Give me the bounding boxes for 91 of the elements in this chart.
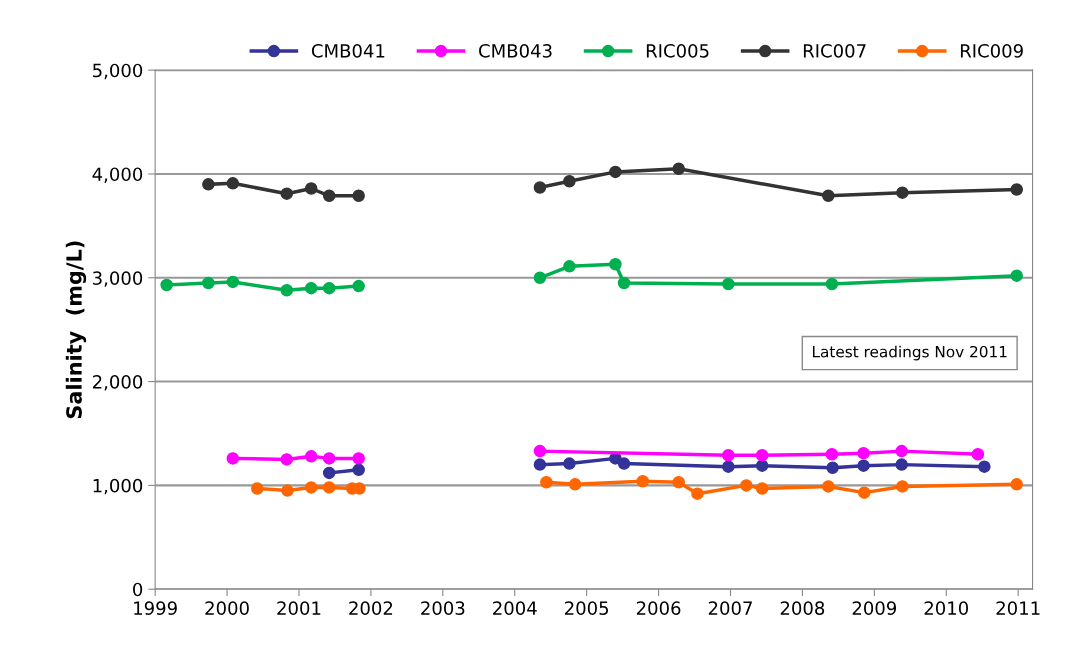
- x-tick-label: 2011: [996, 601, 1040, 615]
- point: [858, 486, 871, 499]
- point: [568, 478, 582, 491]
- y-tick-label: 5,000: [93, 63, 143, 80]
- point: [352, 452, 365, 465]
- point: [1010, 269, 1023, 282]
- point: [533, 271, 547, 285]
- point: [563, 174, 576, 188]
- point: [722, 277, 735, 291]
- y-tick-label: 1,000: [93, 478, 143, 495]
- point: [352, 189, 365, 203]
- legend-label: CMB043: [479, 43, 552, 58]
- point: [563, 260, 576, 273]
- point: [202, 178, 215, 191]
- point: [971, 447, 985, 461]
- point: [978, 460, 991, 473]
- point: [322, 281, 336, 295]
- x-tick-label: 1999: [134, 601, 177, 615]
- point: [895, 444, 908, 458]
- x-tick-label: 2007: [708, 601, 752, 615]
- y-tick-label: 3,000: [93, 271, 143, 287]
- x-tick-label: 2006: [636, 601, 681, 615]
- point: [755, 482, 769, 495]
- point: [636, 474, 650, 488]
- point: [609, 258, 622, 271]
- y-tick-label: 4,000: [92, 167, 143, 183]
- legend-label: CMB041: [311, 43, 385, 58]
- point: [160, 278, 173, 292]
- point: [825, 277, 839, 291]
- point: [895, 458, 908, 471]
- legend-label: RIC007: [803, 43, 866, 58]
- point: [617, 457, 631, 470]
- point: [1010, 478, 1023, 491]
- point: [755, 449, 769, 462]
- x-tick-label: 2003: [421, 601, 465, 615]
- point: [896, 186, 909, 199]
- y-tick-label: 2,000: [92, 375, 143, 391]
- x-tick-label: 2008: [780, 601, 825, 615]
- point: [857, 459, 870, 472]
- point: [672, 162, 685, 176]
- point: [1010, 183, 1023, 196]
- legend-label: RIC009: [960, 43, 1023, 58]
- point: [822, 480, 835, 493]
- point: [322, 189, 336, 203]
- point: [251, 482, 264, 495]
- point: [322, 452, 336, 465]
- point: [352, 279, 365, 293]
- point: [352, 463, 365, 477]
- legend-label: RIC005: [646, 43, 709, 58]
- point: [304, 182, 318, 195]
- point: [304, 281, 318, 295]
- point: [322, 466, 336, 480]
- point: [609, 165, 622, 179]
- x-tick-label: 2000: [205, 601, 249, 615]
- point: [533, 181, 547, 194]
- point: [533, 444, 547, 458]
- point: [226, 177, 240, 190]
- point: [822, 189, 835, 203]
- point: [755, 459, 769, 472]
- point: [540, 476, 553, 489]
- point: [226, 275, 240, 289]
- x-tick-label: 2002: [349, 601, 393, 615]
- point: [533, 458, 547, 471]
- point: [691, 487, 704, 500]
- point: [617, 276, 631, 290]
- y-tick-label: 0: [133, 582, 143, 597]
- point: [280, 187, 294, 200]
- point: [857, 446, 870, 460]
- point: [322, 481, 336, 494]
- annotation: Latest readings Nov 2011: [812, 345, 1007, 361]
- x-tick-label: 2005: [565, 601, 609, 615]
- y-axis-title: Salinity (mg/L): [65, 241, 87, 419]
- point: [281, 484, 294, 497]
- x-tick-label: 2001: [277, 601, 321, 615]
- point: [226, 452, 240, 465]
- point: [672, 476, 685, 489]
- point: [304, 450, 318, 463]
- point: [826, 461, 839, 474]
- x-tick-label: 2004: [493, 601, 537, 615]
- point: [563, 457, 576, 470]
- point: [202, 276, 215, 290]
- point: [304, 481, 318, 494]
- point: [825, 447, 839, 461]
- x-tick-label: 2010: [924, 601, 969, 615]
- point: [722, 460, 735, 473]
- point: [722, 449, 735, 462]
- point: [896, 480, 909, 493]
- x-tick-label: 2009: [852, 601, 897, 615]
- point: [280, 453, 294, 466]
- point: [740, 479, 753, 492]
- point: [280, 283, 294, 297]
